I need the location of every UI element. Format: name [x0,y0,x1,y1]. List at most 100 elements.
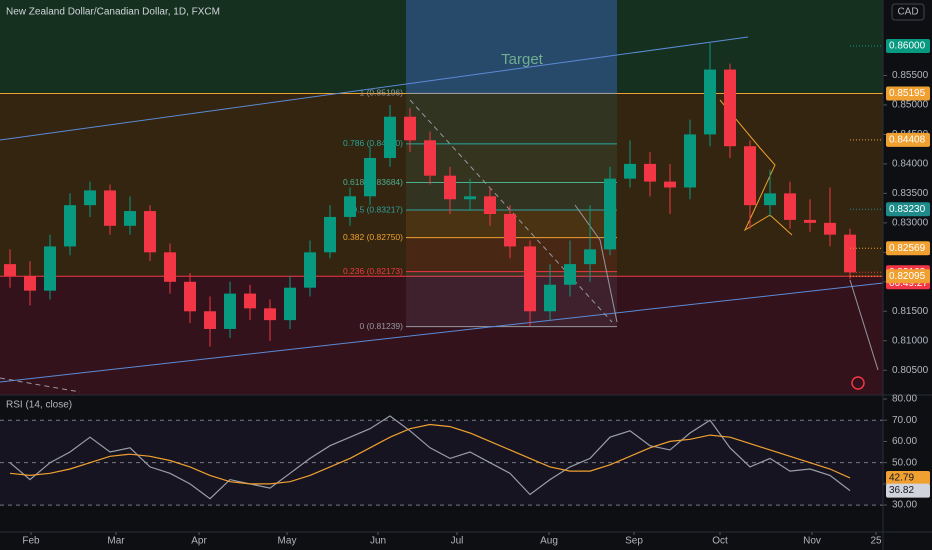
fib-label: 0 (0.81239) [360,321,404,331]
price-tag [886,132,930,147]
rsi-line [9,423,851,485]
y-tick-label: 0.81500 [892,306,929,317]
x-tick-label: Mar [107,536,125,547]
price-tag [886,38,930,53]
x-tick-label: Apr [191,536,207,547]
candle-body [644,163,656,182]
candle-body [264,308,276,321]
price-tag-label: 0.83230 [889,204,926,215]
candle-body [304,252,316,288]
x-tick-label: Feb [22,536,40,547]
candle-body [804,219,816,223]
y-tick-label: 70.00 [892,415,917,426]
fib-label: 0.786 (0.84340) [343,138,403,148]
candle-body [564,264,576,285]
candle-body [184,281,196,312]
candle-body [404,116,416,141]
fib-label: 1 (0.85196) [360,88,404,98]
candle-body [144,211,156,253]
candle-body [484,196,496,215]
y-tick-label: 0.84000 [892,159,929,170]
y-tick-label: 0.83500 [892,188,929,199]
candle-body [844,234,856,273]
rsi-tag-label: 36.82 [889,485,914,496]
currency: CAD [897,7,918,18]
candle-body [664,181,676,188]
candle-body [684,134,696,188]
price-tag-label: 0.82095 [889,271,926,282]
arrow [849,279,879,371]
x-tick-label: 25 [870,536,882,547]
y-tick-label: 0.80500 [892,365,929,376]
candle-body [444,175,456,200]
candle-body [424,140,436,176]
candle-body [204,311,216,329]
price-tag-label: 0.85195 [889,88,926,99]
trendline [0,282,884,383]
candle-body [284,287,296,321]
candle-body [164,252,176,282]
currency-box [891,3,925,21]
price-tag [886,86,930,101]
arrow [574,204,618,323]
trendline [0,36,749,141]
price-tag-label: 0.82569 [889,243,926,254]
x-tick-label: Oct [712,536,728,547]
candle-body [24,275,36,291]
candle-body [544,284,556,312]
candle-body [504,214,516,247]
fib-label: 0.236 (0.82173) [343,266,403,276]
x-tick-label: Aug [540,536,558,547]
y-tick-label: 0.81000 [892,335,929,346]
y-tick-label: 50.00 [892,457,917,468]
candle-body [764,193,776,206]
countdown: 06:49:27 [889,278,928,289]
candle-body [4,264,16,276]
price-tag-label: 0.86000 [889,41,926,52]
candle-body [744,146,756,206]
fib-zone [406,271,617,327]
fib-label: 0.382 (0.82750) [343,232,403,242]
fib-zone [406,93,617,144]
price-tag [886,241,930,256]
x-tick-label: Jul [451,536,464,547]
candle-body [624,163,636,179]
candle-body [384,116,396,158]
fib-zone [406,182,617,211]
candle-body [124,211,136,226]
rsi-line [9,415,851,500]
x-tick-label: Nov [803,536,821,547]
y-tick-label: 0.85500 [892,70,929,81]
y-tick-label: 80.00 [892,394,917,405]
rsi-tag [886,470,930,485]
candle-body [604,178,616,250]
candle-body [584,249,596,265]
candle-body [244,293,256,309]
y-tick-label: 30.00 [892,500,917,511]
dash-line [0,377,81,393]
y-tick-label: 60.00 [892,436,917,447]
price-tag-label: 0.84408 [889,134,926,145]
candle-body [64,205,76,247]
rsi-tag-label: 42.79 [889,473,914,484]
y-tick-label: 0.85000 [892,100,929,111]
fib-zone [406,143,617,183]
target-label: Target [501,51,544,68]
candle-body [464,196,476,200]
price-tag [886,269,930,284]
candle-body [324,216,336,253]
zone-red [0,276,883,395]
candle-body [824,222,836,235]
marker [851,376,865,390]
candle-body [784,193,796,220]
rsi-tag [886,483,930,498]
x-tick-label: May [278,536,297,547]
target-box [406,0,617,94]
fib-label: 0.5 (0.83217) [352,204,403,214]
candle-body [704,69,716,135]
chart-title: New Zealand Dollar/Canadian Dollar, 1D, … [6,7,220,18]
candle-body [724,69,736,147]
candle-body [224,293,236,329]
